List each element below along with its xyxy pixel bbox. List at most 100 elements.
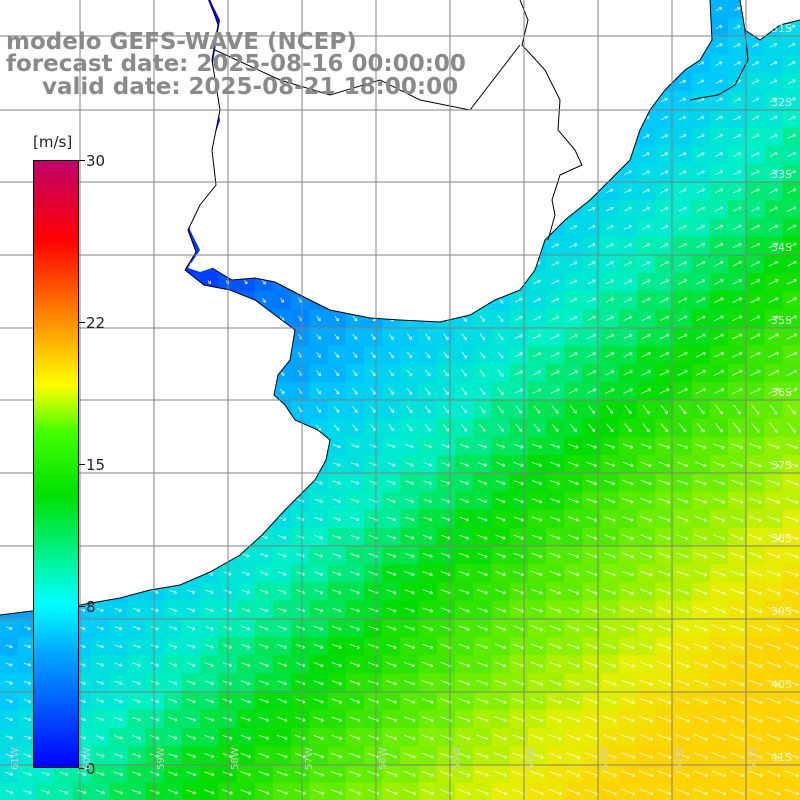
wind-arrow bbox=[787, 170, 797, 176]
wind-arrow bbox=[406, 369, 413, 377]
wind-arrow bbox=[314, 498, 323, 503]
title-forecast-date: forecast date: 2025-08-16 00:00:00 bbox=[6, 51, 466, 77]
wind-arrow bbox=[479, 351, 486, 359]
wind-arrow bbox=[748, 697, 763, 705]
wind-arrow bbox=[660, 423, 669, 433]
wind-arrow bbox=[787, 206, 797, 212]
wind-arrow bbox=[277, 698, 288, 704]
wind-arrow bbox=[404, 516, 415, 522]
wind-arrow bbox=[605, 243, 614, 248]
wind-arrow bbox=[660, 206, 669, 212]
wind-arrow bbox=[640, 479, 652, 486]
wind-arrow bbox=[693, 643, 708, 650]
wind-arrow bbox=[187, 607, 196, 613]
wind-arrow bbox=[748, 643, 763, 650]
wind-arrow bbox=[350, 498, 360, 503]
wind-arrow bbox=[768, 333, 779, 340]
wind-arrow bbox=[569, 405, 577, 414]
wind-arrow bbox=[642, 423, 650, 433]
wind-arrow bbox=[751, 188, 760, 194]
wind-arrow bbox=[567, 589, 580, 595]
wind-arrow bbox=[603, 679, 617, 686]
wind-arrow bbox=[567, 570, 580, 577]
wind-arrow bbox=[767, 443, 780, 449]
wind-arrow bbox=[660, 152, 669, 157]
wind-arrow bbox=[766, 625, 781, 632]
wind-arrow bbox=[461, 387, 468, 395]
wind-arrow bbox=[751, 79, 760, 84]
wind-arrow bbox=[677, 370, 688, 376]
wind-arrow bbox=[258, 716, 270, 722]
wind-arrow bbox=[641, 261, 651, 267]
wind-arrow bbox=[712, 534, 726, 541]
wind-arrow bbox=[443, 351, 449, 359]
wind-arrow bbox=[784, 624, 800, 632]
wind-arrow bbox=[316, 352, 321, 358]
wind-arrow bbox=[569, 279, 578, 285]
wind-arrow bbox=[459, 480, 469, 485]
wind-arrow bbox=[642, 225, 651, 230]
wind-arrow bbox=[477, 534, 488, 540]
wind-arrow bbox=[442, 405, 449, 414]
wind-arrow bbox=[114, 680, 123, 685]
wind-cell bbox=[618, 782, 638, 800]
wind-arrow bbox=[515, 423, 523, 432]
wind-arrow bbox=[622, 479, 634, 486]
wind-arrow bbox=[497, 315, 504, 322]
wind-arrow bbox=[731, 388, 743, 395]
wind-arrow bbox=[96, 662, 105, 667]
wind-arrow bbox=[566, 679, 580, 686]
colorbar-units: [m/s] bbox=[33, 133, 73, 151]
wind-arrow bbox=[259, 625, 269, 631]
wind-arrow bbox=[388, 388, 395, 395]
wind-arrow bbox=[712, 625, 726, 632]
wind-arrow bbox=[386, 571, 397, 576]
wind-cell bbox=[491, 782, 511, 800]
wind-arrow bbox=[443, 333, 449, 341]
wind-arrow bbox=[604, 516, 616, 522]
wind-arrow bbox=[276, 716, 288, 722]
wind-arrow bbox=[730, 516, 744, 522]
wind-arrow bbox=[531, 589, 543, 595]
wind-arrow bbox=[532, 316, 542, 321]
wind-arrow bbox=[423, 462, 433, 467]
wind-arrow bbox=[331, 643, 342, 649]
wind-arrow bbox=[497, 405, 504, 414]
wind-arrow bbox=[549, 607, 562, 613]
wind-arrow bbox=[494, 643, 507, 650]
wind-arrow bbox=[694, 516, 707, 522]
wind-arrow bbox=[711, 661, 727, 668]
wind-arrow bbox=[385, 680, 397, 686]
wind-arrow bbox=[786, 260, 797, 267]
wind-arrow bbox=[606, 206, 614, 212]
wind-arrow bbox=[712, 606, 726, 614]
wind-arrow bbox=[350, 553, 360, 558]
wind-arrow bbox=[767, 516, 781, 522]
wind-arrow bbox=[676, 516, 689, 522]
wind-arrow bbox=[658, 498, 671, 504]
wind-arrow bbox=[766, 697, 781, 705]
wind-arrow bbox=[587, 423, 596, 433]
wind-arrow bbox=[641, 315, 651, 321]
wind-arrow bbox=[567, 534, 580, 540]
wind-arrow bbox=[277, 680, 288, 686]
wind-arrow bbox=[479, 333, 486, 341]
wind-arrow bbox=[784, 588, 799, 595]
wind-arrow bbox=[784, 643, 800, 650]
wind-arrow bbox=[258, 734, 270, 740]
wind-arrow bbox=[23, 680, 32, 685]
wind-arrow bbox=[277, 553, 287, 558]
wind-arrow bbox=[624, 405, 632, 414]
wind-arrow bbox=[386, 480, 396, 485]
wind-arrow bbox=[494, 680, 507, 686]
latitude-label: 32S bbox=[771, 96, 792, 109]
wind-arrow bbox=[622, 443, 634, 449]
wind-arrow bbox=[660, 261, 669, 267]
wind-arrow bbox=[551, 261, 560, 266]
wind-arrow bbox=[621, 625, 635, 632]
wind-arrow bbox=[715, 97, 723, 103]
wind-arrow bbox=[640, 516, 653, 522]
wind-arrow bbox=[422, 589, 434, 595]
wind-arrow bbox=[313, 644, 324, 649]
wind-arrow bbox=[694, 570, 708, 577]
